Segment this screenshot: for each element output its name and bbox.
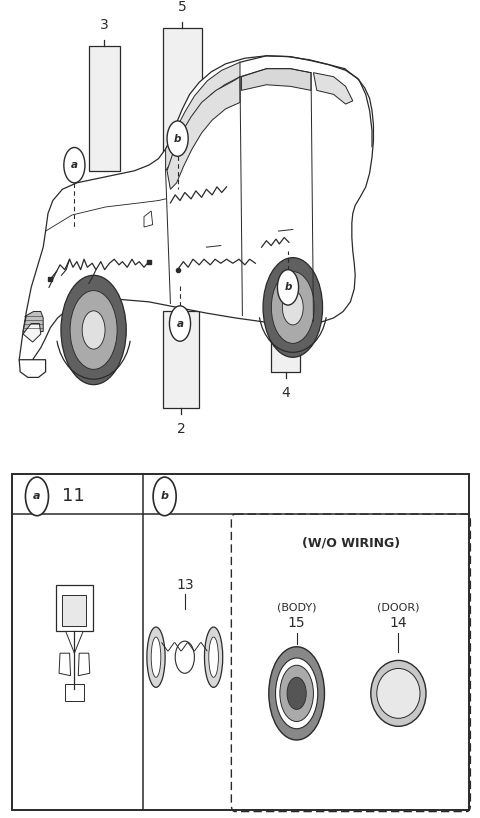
Text: a: a: [71, 160, 78, 170]
Bar: [271, 279, 300, 371]
Circle shape: [61, 276, 126, 384]
Text: b: b: [161, 492, 168, 501]
Circle shape: [276, 658, 318, 729]
Text: 11: 11: [62, 488, 85, 506]
Text: a: a: [177, 318, 183, 329]
Circle shape: [287, 677, 306, 709]
Ellipse shape: [151, 637, 161, 677]
Polygon shape: [23, 312, 43, 331]
Polygon shape: [167, 77, 240, 189]
Circle shape: [282, 290, 303, 325]
Circle shape: [277, 270, 299, 305]
Bar: [56, 585, 93, 631]
Text: (W/O WIRING): (W/O WIRING): [302, 537, 400, 550]
Polygon shape: [19, 56, 373, 368]
Polygon shape: [144, 211, 153, 227]
Ellipse shape: [209, 637, 218, 677]
Text: 13: 13: [176, 578, 193, 592]
Circle shape: [25, 477, 48, 515]
Polygon shape: [166, 62, 240, 171]
Bar: [89, 46, 120, 171]
Text: 15: 15: [288, 617, 305, 631]
Polygon shape: [241, 69, 311, 90]
Ellipse shape: [204, 627, 223, 687]
Polygon shape: [313, 73, 353, 104]
Circle shape: [64, 147, 85, 183]
Polygon shape: [66, 631, 83, 654]
Circle shape: [167, 121, 188, 156]
Circle shape: [153, 477, 176, 515]
Text: 2: 2: [177, 422, 186, 437]
Text: (BODY): (BODY): [277, 602, 316, 613]
Text: b: b: [284, 282, 292, 292]
Polygon shape: [59, 654, 71, 676]
Text: (DOOR): (DOOR): [377, 602, 420, 613]
Text: b: b: [174, 133, 181, 144]
Ellipse shape: [371, 660, 426, 726]
Text: 4: 4: [281, 386, 290, 400]
Circle shape: [70, 290, 117, 370]
Bar: [163, 312, 199, 408]
Ellipse shape: [377, 668, 420, 718]
Text: a: a: [33, 492, 41, 501]
Polygon shape: [78, 654, 90, 676]
Circle shape: [271, 272, 314, 344]
Text: 3: 3: [100, 18, 109, 32]
Ellipse shape: [147, 627, 165, 687]
Polygon shape: [23, 324, 41, 342]
Bar: [12, 474, 469, 810]
Circle shape: [280, 665, 313, 721]
Circle shape: [269, 647, 324, 740]
Polygon shape: [19, 360, 46, 377]
Circle shape: [175, 641, 194, 673]
Text: 14: 14: [390, 617, 407, 631]
Circle shape: [263, 258, 323, 357]
Bar: [163, 29, 202, 193]
Bar: [62, 596, 86, 626]
Circle shape: [169, 306, 191, 341]
Bar: [65, 684, 84, 701]
Text: 5: 5: [178, 0, 187, 14]
Circle shape: [82, 311, 105, 349]
